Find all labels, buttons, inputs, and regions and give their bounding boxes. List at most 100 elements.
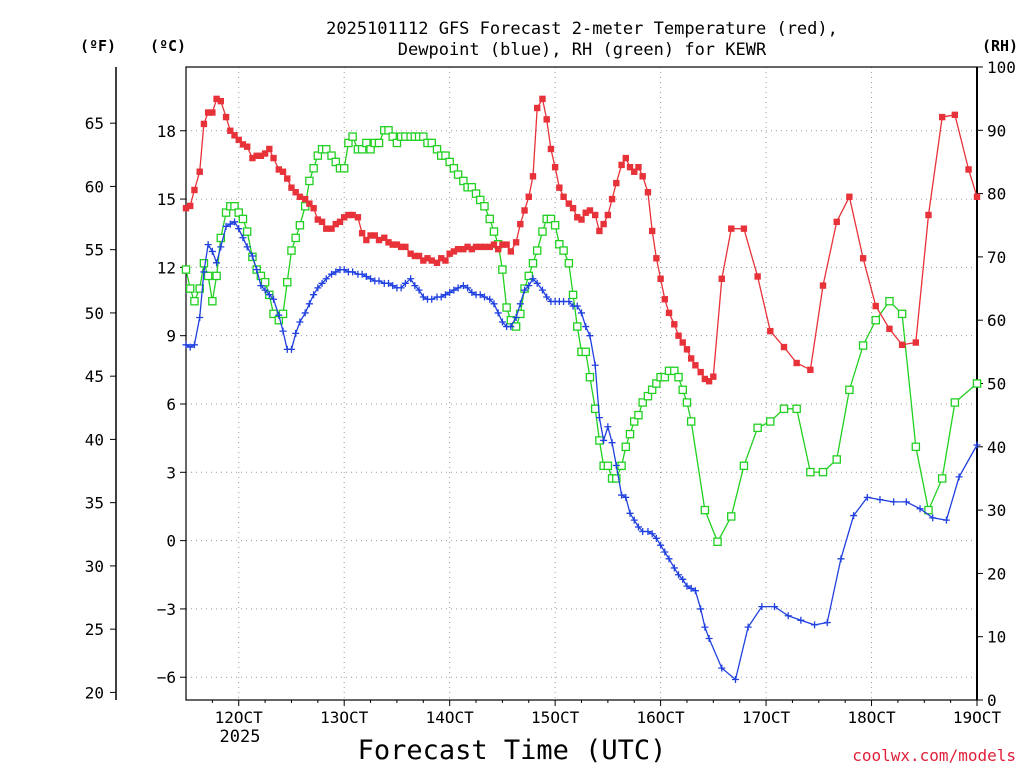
dewpoint-point (675, 571, 683, 579)
temperature-point (446, 250, 453, 257)
x-tick-label: 17OCT (742, 708, 791, 727)
temperature-point (503, 241, 510, 248)
temperature-point (424, 255, 431, 262)
temperature-point (442, 257, 449, 264)
dewpoint-point (626, 509, 634, 517)
rh-point (269, 309, 278, 319)
dewpoint-point (955, 473, 963, 481)
dewpoint-point (573, 302, 581, 310)
temperature-point (793, 359, 800, 367)
dewpoint-point (498, 318, 506, 326)
dewpoint-point (310, 291, 318, 299)
series-rh (181, 126, 982, 547)
temperature-point (354, 214, 362, 221)
temperature-point (438, 255, 445, 262)
rh-point (502, 303, 511, 312)
temperature-point (239, 141, 247, 148)
rh-point (674, 372, 683, 382)
temperature-point (657, 275, 664, 282)
dewpoint-point (652, 534, 660, 542)
dewpoint-point (863, 493, 871, 501)
dewpoint-point (222, 222, 230, 230)
temperature-point (318, 218, 326, 226)
temperature-point (296, 193, 304, 200)
rh-point (309, 164, 318, 173)
rh-point (538, 227, 547, 236)
rh-point (603, 461, 613, 471)
rh-point (453, 170, 463, 179)
temperature-point (217, 97, 225, 105)
rh-point (282, 277, 292, 287)
temperature-point (222, 113, 230, 121)
dewpoint-point (248, 252, 256, 260)
dewpoint-point (437, 293, 445, 301)
temperature-point (182, 204, 190, 212)
temperature-point (539, 95, 546, 103)
dewpoint-point (296, 318, 304, 326)
rh-point (682, 398, 692, 407)
temperature-point (249, 154, 256, 162)
dewpoint-point (648, 530, 656, 538)
temperature-point (547, 145, 555, 153)
rh-point (185, 284, 195, 293)
rh-tick-label: 70 (987, 248, 1006, 267)
dewpoint-point (196, 313, 204, 321)
celsius-tick-label: 9 (166, 327, 176, 346)
plot-frame (185, 66, 978, 701)
dewpoint-point (204, 241, 212, 249)
temperature-point (560, 193, 567, 200)
temperature-point (679, 339, 686, 346)
dewpoint-point (279, 327, 287, 335)
dewpoint-point (328, 270, 336, 278)
dewpoint-point (622, 493, 630, 501)
dewpoint-point (731, 676, 739, 684)
dewpoint-point (450, 286, 458, 294)
temperature-point (284, 175, 291, 182)
temperature-point (481, 243, 488, 251)
rh-point (972, 379, 982, 388)
dewpoint-point (705, 635, 713, 643)
dewpoint-point (618, 491, 626, 499)
rh-point (199, 258, 209, 268)
temperature-point (819, 282, 827, 289)
temperature-point (705, 378, 713, 385)
celsius-tick-label: 3 (166, 463, 176, 482)
dewpoint-point (634, 523, 642, 531)
dewpoint-point (490, 300, 498, 308)
temperature-point (371, 232, 378, 239)
fahrenheit-unit-label: (ºF) (80, 37, 116, 55)
rh-point (625, 429, 635, 439)
temperature-point (586, 207, 594, 214)
dewpoint-point (683, 582, 691, 590)
dewpoint-point (543, 293, 551, 301)
dewpoint-point (578, 309, 585, 317)
rh-point (634, 410, 643, 420)
dewpoint-point (186, 343, 194, 351)
temperature-point (644, 189, 652, 196)
fahrenheit-tick-label: 55 (85, 241, 104, 260)
fahrenheit-tick-label: 25 (85, 620, 104, 639)
grid-lines (186, 67, 977, 700)
dewpoint-point (661, 548, 669, 556)
dewpoint-point (217, 243, 225, 251)
axes: 12OCT 13OCT 14OCT 15OCT 16OCT 17OCT 18OCT 19OCT… (85, 58, 1016, 727)
rh-point (766, 417, 775, 426)
temperature-point (187, 202, 194, 210)
dewpoint-point (644, 528, 652, 536)
temperature-point (213, 95, 220, 103)
rh-point (621, 442, 631, 452)
rh-point (885, 296, 894, 306)
dewpoint-point (367, 275, 375, 283)
dewpoint-point (507, 323, 515, 331)
rh-point (924, 505, 933, 515)
dewpoint-point (411, 282, 419, 290)
temperature-point (266, 145, 273, 153)
temperature-point (925, 211, 932, 219)
temperature-point (279, 168, 287, 175)
temperature-point (381, 234, 388, 241)
dewpoint-point (200, 268, 208, 276)
dewpoint-point (213, 259, 221, 267)
dewpoint-point (837, 555, 845, 563)
rh-point (305, 176, 314, 186)
rh-point (212, 271, 221, 281)
